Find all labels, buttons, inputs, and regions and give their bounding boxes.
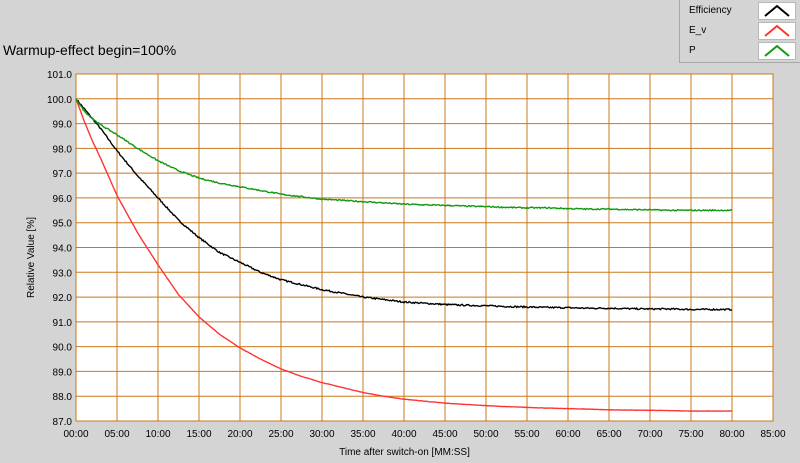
x-tick-label: 30:00 bbox=[309, 429, 334, 440]
legend-swatch-line bbox=[764, 44, 790, 57]
legend-label: P bbox=[689, 45, 696, 56]
x-tick-label: 80:00 bbox=[719, 429, 744, 440]
legend-swatch-line bbox=[764, 24, 790, 37]
x-tick-label: 70:00 bbox=[637, 429, 662, 440]
chart-legend: Efficiency E_v P bbox=[679, 0, 800, 63]
series-line-e-v bbox=[75, 98, 733, 412]
x-tick-label: 20:00 bbox=[227, 429, 252, 440]
y-tick-label: 89.0 bbox=[53, 367, 73, 378]
x-tick-label: 45:00 bbox=[432, 429, 457, 440]
x-tick-label: 55:00 bbox=[514, 429, 539, 440]
x-tick-label: 60:00 bbox=[555, 429, 580, 440]
y-tick-label: 91.0 bbox=[53, 318, 73, 329]
y-tick-label: 88.0 bbox=[53, 392, 73, 403]
x-tick-label: 05:00 bbox=[104, 429, 129, 440]
y-tick-label: 101.0 bbox=[47, 70, 72, 81]
legend-swatch-p bbox=[758, 42, 796, 60]
y-tick-label: 92.0 bbox=[53, 293, 73, 304]
series-line-p bbox=[75, 98, 733, 212]
legend-swatch-e-v bbox=[758, 22, 796, 40]
series-lines bbox=[75, 98, 733, 412]
x-tick-label: 15:00 bbox=[186, 429, 211, 440]
y-tick-label: 100.0 bbox=[47, 95, 72, 106]
series-line-efficiency bbox=[75, 98, 733, 312]
legend-label: E_v bbox=[689, 25, 707, 36]
legend-item-p[interactable]: P bbox=[680, 41, 800, 61]
x-tick-label: 35:00 bbox=[350, 429, 375, 440]
x-tick-labels: 00:00 05:00 10:00 15:00 20:00 25:00 30:00 35:00… bbox=[63, 429, 785, 440]
y-tick-label: 93.0 bbox=[53, 268, 73, 279]
y-tick-label: 99.0 bbox=[53, 120, 73, 131]
y-tick-label: 90.0 bbox=[53, 343, 73, 354]
x-tick-label: 50:00 bbox=[473, 429, 498, 440]
y-axis-label: Relative Value [%] bbox=[26, 217, 37, 298]
y-tick-labels: 87.0 88.0 89.0 90.0 91.0 92.0 93.0 94.0 95.0 96.0… bbox=[47, 70, 72, 428]
legend-item-e-v[interactable]: E_v bbox=[680, 21, 800, 41]
y-tick-label: 97.0 bbox=[53, 169, 73, 180]
x-tick-label: 10:00 bbox=[145, 429, 170, 440]
x-axis-label: Time after switch-on [MM:SS] bbox=[339, 447, 470, 458]
legend-swatch-efficiency bbox=[758, 2, 796, 20]
y-tick-label: 95.0 bbox=[53, 219, 73, 230]
y-tick-label: 94.0 bbox=[53, 244, 73, 255]
x-tick-label: 75:00 bbox=[678, 429, 703, 440]
y-tick-label: 98.0 bbox=[53, 144, 73, 155]
x-tick-label: 25:00 bbox=[268, 429, 293, 440]
chart-title: Warmup-effect begin=100% bbox=[3, 42, 177, 58]
legend-item-efficiency[interactable]: Efficiency bbox=[680, 1, 800, 21]
legend-label: Efficiency bbox=[689, 5, 732, 16]
x-tick-label: 40:00 bbox=[391, 429, 416, 440]
x-tick-label: 00:00 bbox=[63, 429, 88, 440]
grid-lines bbox=[75, 73, 774, 422]
legend-swatch-line bbox=[764, 4, 790, 17]
x-tick-label: 65:00 bbox=[596, 429, 621, 440]
y-tick-label: 87.0 bbox=[53, 417, 73, 428]
y-tick-label: 96.0 bbox=[53, 194, 73, 205]
x-tick-label: 85:00 bbox=[760, 429, 785, 440]
